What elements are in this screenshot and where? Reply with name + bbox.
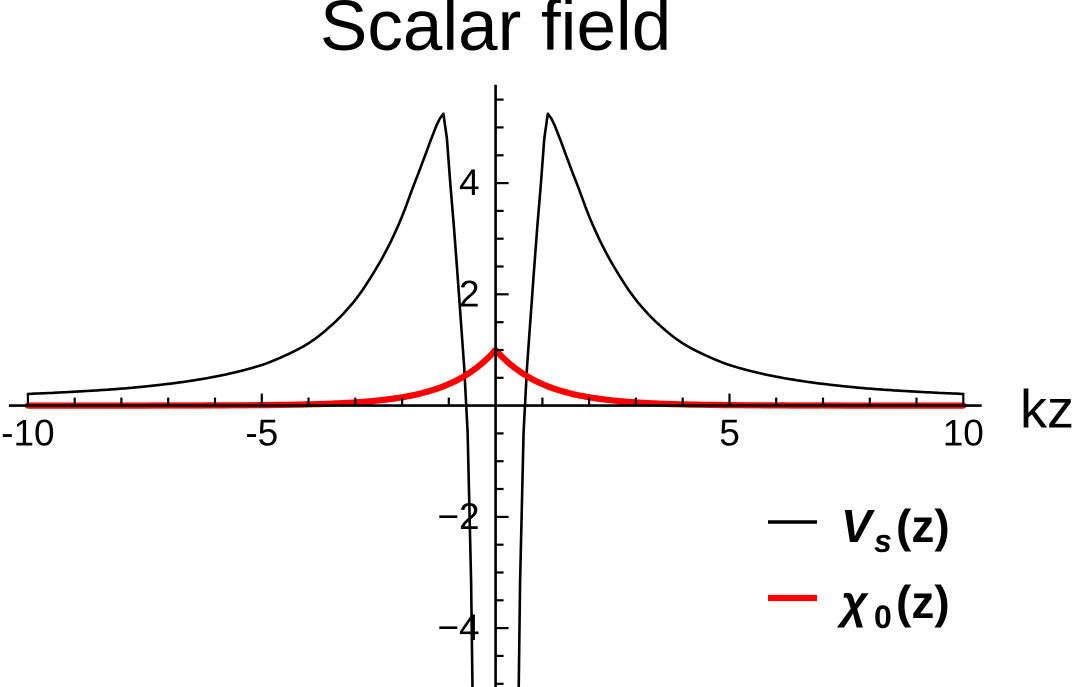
svg-text:0: 0: [874, 599, 892, 635]
svg-text:(z): (z): [896, 576, 950, 628]
svg-text:χ: χ: [836, 576, 869, 628]
svg-text:V: V: [841, 500, 875, 552]
svg-text:(z): (z): [896, 500, 950, 552]
svg-text:s: s: [874, 523, 892, 559]
